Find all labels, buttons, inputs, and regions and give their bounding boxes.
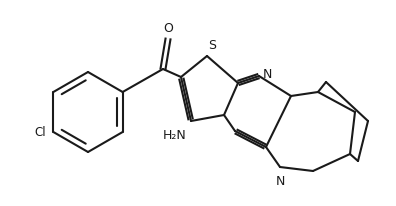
Text: N: N bbox=[263, 68, 272, 81]
Text: Cl: Cl bbox=[35, 126, 46, 139]
Text: H₂N: H₂N bbox=[163, 128, 187, 141]
Text: S: S bbox=[208, 39, 216, 52]
Text: N: N bbox=[275, 174, 285, 187]
Text: O: O bbox=[163, 22, 173, 35]
